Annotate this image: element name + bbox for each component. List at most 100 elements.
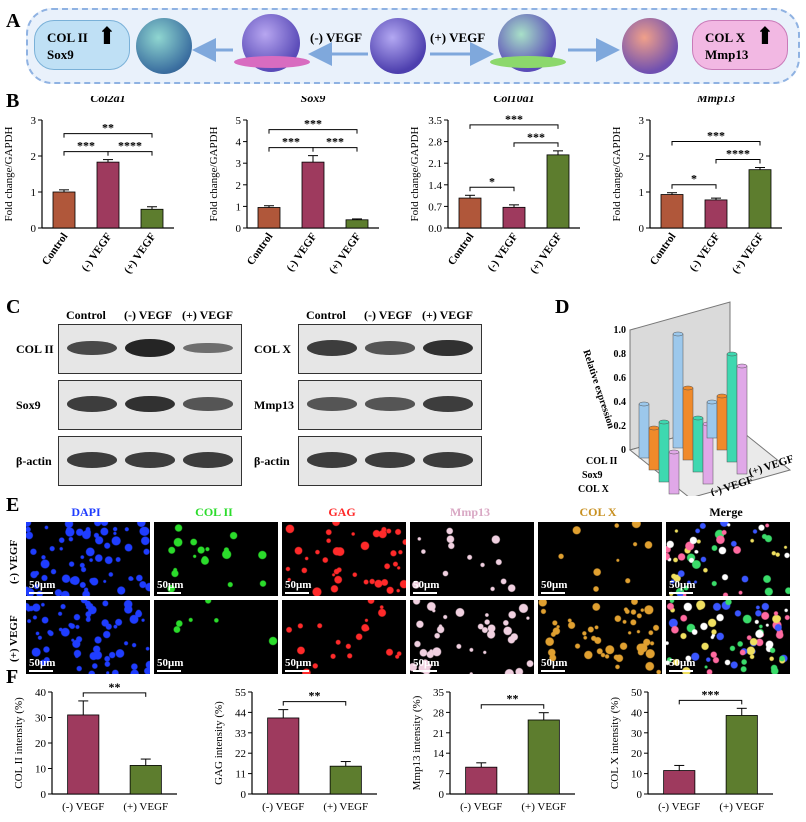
significance-bracket xyxy=(513,142,559,147)
micrograph: 50μm xyxy=(538,600,662,674)
channel-header: Mmp13 xyxy=(450,505,490,519)
blot-column-label: (-) VEGF xyxy=(124,308,173,322)
bar xyxy=(52,191,76,229)
y-tick-label: 3 xyxy=(31,115,37,127)
blot-band xyxy=(125,395,175,413)
y-axis-label: Fold change/GAPDH xyxy=(3,126,15,221)
micrograph: 50μm xyxy=(666,600,790,674)
bar-chart-4: 0 10 20 30 40 COL II intensity (%) (-) VEGF (+)… xyxy=(13,680,177,813)
channel-header: Merge xyxy=(709,505,743,519)
blot-band xyxy=(183,342,233,354)
row-label: (-) VEGF xyxy=(8,539,20,584)
significance-label: * xyxy=(691,172,697,186)
y-tick-label: 10 xyxy=(35,764,47,776)
bar xyxy=(257,207,281,229)
scale-bar xyxy=(669,592,693,594)
y-tick-label: 0 xyxy=(241,789,247,801)
bar-chart-0: 0 1 2 3 Fold change/GAPDH Col2a1 Control (-) VE… xyxy=(3,96,174,276)
bar3d-cap xyxy=(672,331,684,337)
category-label: (-) VEGF xyxy=(262,801,304,813)
y-tick-label: 55 xyxy=(235,687,247,699)
plus-vegf-label: (+) VEGF xyxy=(430,30,486,45)
left-pill-line1: COL II xyxy=(47,30,88,45)
scale-label: 50μm xyxy=(413,657,440,669)
category-label: Control xyxy=(245,231,276,268)
significance-bracket xyxy=(63,133,153,138)
bar3d xyxy=(638,403,650,459)
bar xyxy=(129,765,162,795)
blot-band xyxy=(183,452,233,468)
category-label: (+) VEGF xyxy=(123,801,168,813)
bar xyxy=(527,719,560,795)
significance-bracket xyxy=(671,184,717,189)
category-label: Control xyxy=(446,231,477,268)
scale-bar xyxy=(669,670,693,672)
bar-chart-2: 0.0 0.7 1.4 2.1 2.8 3.5 Fold change/GAPDH Col10… xyxy=(409,96,580,276)
category-label: (+) VEGF xyxy=(528,231,565,276)
chart-title: Col10a1 xyxy=(493,96,534,105)
schematic-panel: COL II Sox9 ⬆ COL X Mmp13 ⬆ (-) VEGF (+)… xyxy=(26,8,800,84)
bar3d xyxy=(736,365,748,475)
bar xyxy=(546,154,570,229)
micrograph: 50μm xyxy=(154,522,278,596)
y-axis-label: Fold change/GAPDH xyxy=(208,126,220,221)
blot-band xyxy=(423,339,473,357)
minus-vegf-label: (-) VEGF xyxy=(310,30,363,45)
y-axis-label: Fold change/GAPDH xyxy=(409,126,421,221)
scaffold-sphere-green-icon xyxy=(136,18,192,74)
blot-column-label: (+) VEGF xyxy=(182,308,233,322)
y-axis-label: COL II intensity (%) xyxy=(13,697,25,789)
blot-column-label: (+) VEGF xyxy=(422,308,473,322)
y-tick-label: 2 xyxy=(639,151,645,163)
bar-chart-6: 0 7 14 21 28 35 Mmp13 intensity (%) (-) VEGF (+)… xyxy=(411,687,575,813)
significance-label: *** xyxy=(702,687,720,701)
bar xyxy=(96,161,120,229)
bar xyxy=(465,766,498,795)
bar xyxy=(267,717,300,795)
bar3d xyxy=(706,401,718,439)
bar3d xyxy=(672,333,684,449)
left-pill: COL II Sox9 ⬆ xyxy=(34,20,130,70)
scale-label: 50μm xyxy=(413,579,440,591)
bar xyxy=(502,206,526,229)
y-tick-label: 0 xyxy=(637,789,643,801)
significance-bracket xyxy=(268,129,358,134)
scale-bar xyxy=(541,592,565,594)
category-label: Control xyxy=(40,231,71,268)
micrograph: 50μm xyxy=(154,600,278,674)
significance-label: **** xyxy=(726,147,750,161)
bar3d-cap xyxy=(716,393,728,399)
blot-row-label: β-actin xyxy=(16,454,52,468)
y-axis-label: COL X intensity (%) xyxy=(609,697,621,789)
right-pill: COL X Mmp13 ⬆ xyxy=(692,20,788,70)
y-tick-label: 5 xyxy=(236,115,242,127)
scale-bar xyxy=(285,592,309,594)
y-tick-label: 0.7 xyxy=(428,201,442,213)
blot-band xyxy=(125,339,175,357)
blot-row-label: Mmp13 xyxy=(254,398,294,412)
y-tick-label: 22 xyxy=(235,748,246,760)
z-tick-label: 0.4 xyxy=(614,397,627,408)
panel-label-b: B xyxy=(6,90,20,112)
y-tick-label: 21 xyxy=(433,728,444,740)
chart-title: Col2a1 xyxy=(90,96,125,105)
scale-label: 50μm xyxy=(541,657,568,669)
blot-band xyxy=(365,397,415,411)
y-tick-label: 40 xyxy=(35,687,47,699)
blot-band xyxy=(365,452,415,468)
y-tick-label: 0.0 xyxy=(428,223,442,235)
channel-header: GAG xyxy=(328,505,356,519)
channel-header: DAPI xyxy=(71,505,101,519)
channel-header: COL X xyxy=(579,505,617,519)
y-tick-label: 4 xyxy=(236,137,242,149)
y-tick-label: 7 xyxy=(439,769,445,781)
y-tick-label: 2.1 xyxy=(428,158,442,170)
bar xyxy=(663,770,696,795)
bar xyxy=(704,199,728,229)
y-tick-label: 30 xyxy=(35,713,47,725)
significance-bracket xyxy=(678,699,743,705)
bar xyxy=(748,169,772,229)
scale-label: 50μm xyxy=(669,579,696,591)
micrograph: 50μm xyxy=(410,600,534,674)
category-label: (-) VEGF xyxy=(658,801,700,813)
